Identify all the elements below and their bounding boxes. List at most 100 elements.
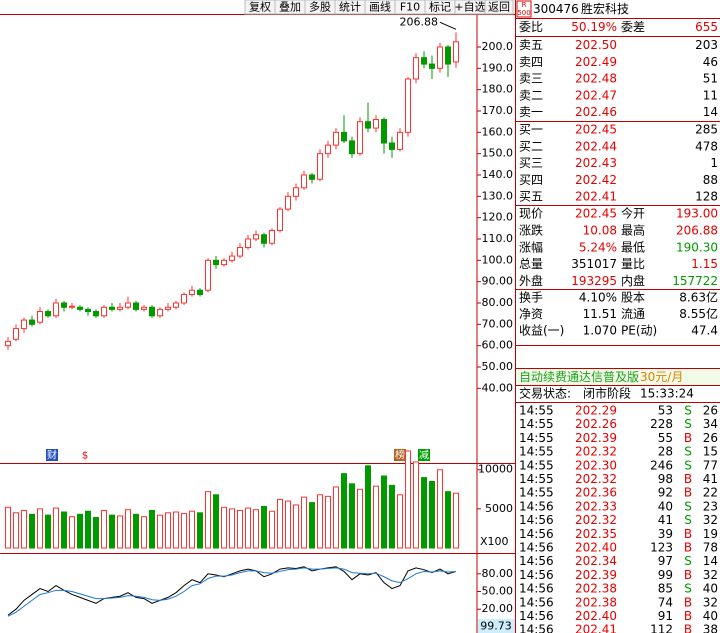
ad-text[interactable]: 自动续费通达信普及版 bbox=[519, 370, 639, 384]
ad-price[interactable]: 30元/月 bbox=[640, 370, 683, 384]
volume-bar bbox=[389, 484, 395, 549]
volume-bar bbox=[373, 485, 379, 549]
field-value: 202.45 bbox=[575, 207, 617, 221]
volume-bar bbox=[349, 483, 355, 549]
y-tick-label: 150.0 bbox=[482, 147, 514, 160]
trade-side: B bbox=[684, 472, 692, 486]
book-volume: 11 bbox=[703, 88, 718, 102]
toolbar-label[interactable]: 返回 bbox=[488, 1, 510, 14]
field-label: 量比 bbox=[621, 257, 645, 271]
field-value: 50.19% bbox=[571, 20, 617, 34]
candle-body bbox=[5, 340, 11, 347]
volume-bar bbox=[261, 506, 267, 549]
trade-volume: 40 bbox=[658, 499, 673, 513]
field-value: 193295 bbox=[571, 274, 617, 288]
candle-body bbox=[453, 41, 459, 63]
volume-bar bbox=[301, 496, 307, 549]
trade-count: 23 bbox=[703, 499, 718, 513]
toolbar-label[interactable]: 复权 bbox=[249, 0, 271, 14]
candle-body bbox=[309, 174, 315, 180]
volume-bar bbox=[189, 510, 195, 549]
trade-price: 202.34 bbox=[575, 554, 617, 568]
candle-body bbox=[253, 234, 259, 240]
candle-body bbox=[165, 306, 171, 310]
candle-body bbox=[389, 142, 395, 150]
trade-time: 14:55 bbox=[519, 458, 554, 472]
ad-background[interactable] bbox=[516, 369, 720, 385]
trade-time: 14:56 bbox=[519, 582, 554, 596]
trade-side: S bbox=[684, 513, 692, 527]
trade-side: S bbox=[684, 445, 692, 459]
toolbar-button[interactable] bbox=[484, 0, 514, 15]
toolbar-label[interactable]: 多股 bbox=[309, 0, 331, 14]
field-value: 655 bbox=[695, 20, 718, 34]
candle-body bbox=[341, 131, 347, 142]
field-label: 换手 bbox=[519, 291, 543, 305]
trade-side: S bbox=[684, 582, 692, 596]
trade-count: 32 bbox=[703, 568, 718, 582]
toolbar-label[interactable]: F10 bbox=[400, 1, 420, 14]
trade-volume: 92 bbox=[658, 486, 673, 500]
book-volume: 203 bbox=[695, 38, 718, 52]
volume-bar bbox=[229, 508, 235, 549]
toolbar-label[interactable]: 画线 bbox=[369, 0, 391, 14]
trade-side: B bbox=[684, 595, 692, 609]
value-box bbox=[478, 619, 515, 633]
max-label: 206.88 bbox=[400, 15, 439, 28]
candle-body bbox=[125, 302, 131, 308]
volume-bar bbox=[269, 510, 275, 549]
marker: 榜 bbox=[395, 449, 405, 462]
book-volume: 46 bbox=[703, 55, 718, 69]
y-tick-label: 5000 bbox=[485, 502, 513, 515]
trade-time: 14:55 bbox=[519, 445, 554, 459]
trade-volume: 28 bbox=[658, 445, 673, 459]
trade-price: 202.39 bbox=[575, 568, 617, 582]
volume-bar bbox=[93, 516, 99, 549]
trade-count: 15 bbox=[703, 445, 718, 459]
book-volume: 14 bbox=[703, 105, 718, 119]
trade-count: 14 bbox=[703, 554, 718, 568]
field-label: 最高 bbox=[621, 222, 645, 237]
volume-bar bbox=[413, 461, 419, 549]
y-tick-label: 140.0 bbox=[482, 168, 514, 181]
field-label: 涨跌 bbox=[519, 222, 543, 237]
toolbar-label[interactable]: 标记 bbox=[429, 0, 451, 14]
volume-bar bbox=[381, 475, 387, 549]
field-label: 内盘 bbox=[621, 273, 645, 288]
volume-bar bbox=[357, 488, 363, 549]
trade-time: 14:56 bbox=[519, 568, 554, 582]
stock-name: 胜宏科技 bbox=[581, 1, 629, 16]
marker-box bbox=[418, 449, 430, 461]
candle-body bbox=[77, 306, 83, 310]
toolbar-label[interactable]: 统计 bbox=[339, 1, 361, 14]
y-tick-label: 190.0 bbox=[482, 61, 514, 74]
badge-bottom: 500 bbox=[517, 9, 530, 17]
book-label: 买一 bbox=[519, 123, 543, 137]
toolbar-label[interactable]: 叠加 bbox=[279, 1, 301, 14]
trade-side: S bbox=[684, 458, 692, 472]
trade-side: S bbox=[684, 499, 692, 513]
book-volume: 1 bbox=[710, 156, 718, 170]
trade-count: 19 bbox=[703, 527, 718, 541]
trade-volume: 123 bbox=[650, 541, 673, 555]
marker-box bbox=[79, 449, 91, 461]
trade-time: 14:55 bbox=[519, 472, 554, 486]
candle-body bbox=[149, 306, 155, 317]
trade-time: 14:55 bbox=[519, 431, 554, 445]
volume-bar bbox=[437, 469, 443, 549]
candle-body bbox=[301, 174, 307, 189]
candle-body bbox=[381, 119, 387, 144]
y-tick-label: 70.00 bbox=[482, 317, 514, 330]
field-value: 47.4 bbox=[691, 324, 718, 338]
candle-body bbox=[21, 319, 27, 330]
trade-time: 14:56 bbox=[519, 595, 554, 609]
candle-body bbox=[285, 195, 291, 210]
field-label: 外盘 bbox=[519, 273, 543, 288]
trade-time: 14:56 bbox=[519, 554, 554, 568]
candle-body bbox=[53, 302, 59, 317]
candle-body bbox=[85, 308, 91, 313]
trade-side: B bbox=[684, 527, 692, 541]
toolbar-label[interactable]: +自选 bbox=[454, 1, 485, 14]
trade-time: 14:55 bbox=[519, 404, 554, 418]
candle-body bbox=[269, 229, 275, 244]
